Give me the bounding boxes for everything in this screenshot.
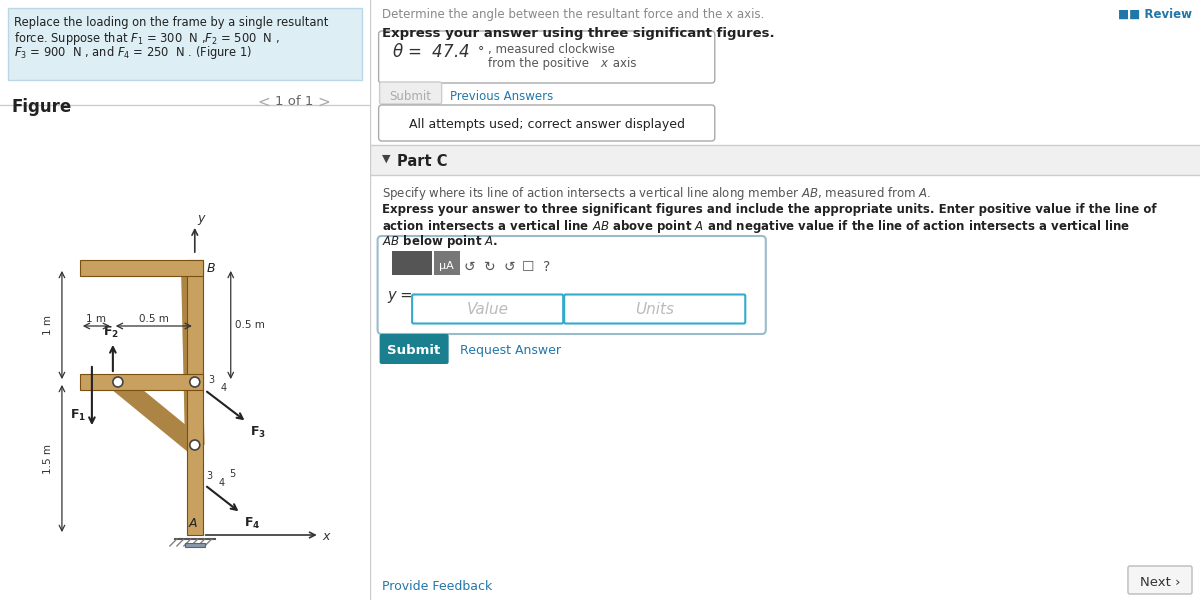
FancyBboxPatch shape — [379, 105, 715, 141]
Text: 1 m: 1 m — [86, 314, 106, 324]
Bar — [433, 251, 460, 275]
Text: ↺: ↺ — [504, 260, 516, 274]
Text: Request Answer: Request Answer — [460, 344, 560, 357]
Text: Determine the angle between the resultant force and the x axis.: Determine the angle between the resultan… — [382, 8, 764, 21]
Text: from the positive: from the positive — [487, 57, 593, 70]
FancyBboxPatch shape — [379, 31, 715, 83]
Text: Value: Value — [467, 302, 509, 317]
Circle shape — [113, 377, 122, 387]
Text: 5: 5 — [229, 469, 235, 479]
Text: >: > — [318, 95, 330, 110]
FancyBboxPatch shape — [564, 295, 745, 323]
Text: y: y — [198, 212, 205, 225]
Text: 4: 4 — [221, 383, 227, 393]
Text: °: ° — [478, 45, 484, 58]
FancyBboxPatch shape — [378, 236, 766, 334]
Bar — [80, 260, 203, 276]
Text: 4: 4 — [218, 478, 224, 488]
Text: ☐: ☐ — [522, 260, 534, 274]
Text: 0.5 m: 0.5 m — [139, 314, 169, 324]
Text: Specify where its line of action intersects a vertical line along member $AB$, m: Specify where its line of action interse… — [382, 185, 931, 202]
Text: 3: 3 — [209, 375, 215, 385]
Text: axis: axis — [608, 57, 636, 70]
Text: All attempts used; correct answer displayed: All attempts used; correct answer displa… — [409, 118, 685, 131]
Bar — [185, 543, 205, 547]
Bar — [370, 145, 1200, 175]
FancyBboxPatch shape — [1128, 566, 1192, 594]
Text: Previous Answers: Previous Answers — [450, 90, 553, 103]
Text: $\mathbf{F_4}$: $\mathbf{F_4}$ — [244, 516, 260, 531]
Text: ?: ? — [544, 260, 551, 274]
Text: Submit: Submit — [390, 90, 432, 103]
Text: ■■ Review: ■■ Review — [1118, 8, 1192, 21]
Text: µA: µA — [439, 261, 454, 271]
Text: 0.5 m: 0.5 m — [235, 320, 265, 330]
Text: Figure: Figure — [12, 98, 72, 116]
Text: $\mathbf{F_1}$: $\mathbf{F_1}$ — [70, 408, 86, 423]
Circle shape — [190, 440, 199, 450]
FancyBboxPatch shape — [379, 334, 449, 364]
Text: B: B — [206, 262, 216, 275]
Text: Express your answer to three significant figures and include the appropriate uni: Express your answer to three significant… — [382, 203, 1157, 216]
Text: <: < — [258, 95, 270, 110]
Text: y =: y = — [388, 288, 413, 303]
Circle shape — [190, 377, 199, 387]
Text: ▼: ▼ — [382, 154, 390, 164]
Text: , measured clockwise: , measured clockwise — [487, 43, 614, 56]
Text: A: A — [188, 517, 197, 530]
FancyBboxPatch shape — [8, 8, 361, 80]
Text: x: x — [601, 57, 607, 70]
Bar — [80, 374, 203, 390]
Text: Part C: Part C — [397, 154, 448, 169]
Text: $\mathbf{F_2}$: $\mathbf{F_2}$ — [103, 325, 119, 340]
Text: $AB$ below point $A$.: $AB$ below point $A$. — [382, 233, 498, 250]
FancyBboxPatch shape — [379, 82, 442, 104]
Text: force. Suppose that $F_1$ = 300  N ,$F_2$ = 500  N ,: force. Suppose that $F_1$ = 300 N ,$F_2$… — [14, 30, 280, 47]
Text: ↻: ↻ — [484, 260, 496, 274]
Text: 1 of 1: 1 of 1 — [275, 95, 313, 108]
Text: Express your answer using three significant figures.: Express your answer using three signific… — [382, 27, 774, 40]
Text: Units: Units — [635, 302, 674, 317]
Text: $\mathbf{F_3}$: $\mathbf{F_3}$ — [250, 425, 265, 440]
Text: 3: 3 — [206, 471, 212, 481]
Bar — [391, 251, 432, 275]
Text: $\theta$ =  47.4: $\theta$ = 47.4 — [391, 43, 469, 61]
Text: Provide Feedback: Provide Feedback — [382, 580, 492, 593]
Text: Next ›: Next › — [1140, 576, 1181, 589]
Text: action intersects a vertical line $AB$ above point $A$ and negative value if the: action intersects a vertical line $AB$ a… — [382, 218, 1130, 235]
Text: ↺: ↺ — [464, 260, 475, 274]
Text: Submit: Submit — [386, 344, 440, 357]
FancyBboxPatch shape — [412, 295, 563, 323]
Text: x: x — [323, 530, 330, 543]
Text: Replace the loading on the frame by a single resultant: Replace the loading on the frame by a si… — [14, 16, 329, 29]
Text: 1.5 m: 1.5 m — [43, 444, 53, 474]
Bar — [187, 260, 203, 535]
Text: 1 m: 1 m — [43, 315, 53, 335]
Text: $F_3$ = 900  N , and $F_4$ = 250  N . (Figure 1): $F_3$ = 900 N , and $F_4$ = 250 N . (Fig… — [14, 44, 252, 61]
